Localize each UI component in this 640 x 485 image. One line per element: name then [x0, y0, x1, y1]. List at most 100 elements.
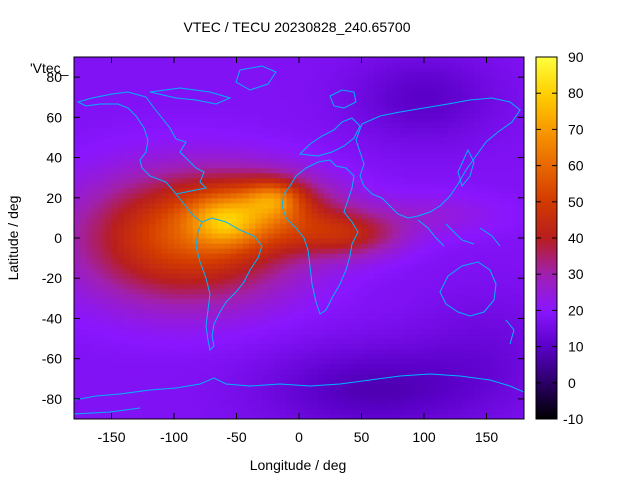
heatmap-cell	[330, 137, 337, 143]
heatmap-cell	[412, 404, 419, 410]
heatmap-cell	[330, 193, 337, 199]
heatmap-cell	[274, 323, 281, 329]
heatmap-cell	[293, 137, 300, 143]
heatmap-cell	[187, 82, 194, 88]
heatmap-cell	[162, 153, 169, 159]
heatmap-cell	[468, 102, 475, 108]
heatmap-cell	[449, 127, 456, 133]
heatmap-cell	[305, 203, 312, 209]
heatmap-cell	[237, 248, 244, 254]
heatmap-cell	[299, 173, 306, 179]
heatmap-cell	[380, 228, 387, 234]
heatmap-cell	[243, 354, 250, 360]
heatmap-cell	[312, 344, 319, 350]
heatmap-cell	[149, 329, 156, 335]
heatmap-cell	[199, 339, 206, 345]
heatmap-cell	[305, 178, 312, 184]
heatmap-cell	[312, 178, 319, 184]
heatmap-cell	[112, 97, 119, 103]
heatmap-cell	[199, 283, 206, 289]
heatmap-cell	[268, 349, 275, 355]
heatmap-cell	[505, 298, 512, 304]
heatmap-cell	[180, 379, 187, 385]
heatmap-cell	[312, 183, 319, 189]
heatmap-cell	[124, 404, 131, 410]
heatmap-cell	[449, 233, 456, 239]
heatmap-cell	[187, 364, 194, 370]
heatmap-cell	[455, 208, 462, 214]
heatmap-cell	[512, 268, 519, 274]
heatmap-cell	[430, 132, 437, 138]
heatmap-cell	[224, 137, 231, 143]
heatmap-cell	[243, 122, 250, 128]
heatmap-cell	[149, 142, 156, 148]
heatmap-cell	[180, 409, 187, 415]
heatmap-cell	[299, 97, 306, 103]
heatmap-cell	[262, 72, 269, 78]
heatmap-cell	[168, 223, 175, 229]
heatmap-cell	[162, 318, 169, 324]
heatmap-cell	[187, 142, 194, 148]
heatmap-cell	[293, 404, 300, 410]
heatmap-cell	[474, 288, 481, 294]
heatmap-cell	[187, 168, 194, 174]
heatmap-cell	[87, 364, 94, 370]
heatmap-cell	[487, 344, 494, 350]
heatmap-cell	[274, 223, 281, 229]
heatmap-cell	[312, 369, 319, 375]
heatmap-cell	[212, 323, 219, 329]
heatmap-cell	[305, 127, 312, 133]
heatmap-cell	[218, 298, 225, 304]
heatmap-cell	[262, 344, 269, 350]
heatmap-cell	[474, 208, 481, 214]
heatmap-cell	[399, 228, 406, 234]
heatmap-cell	[280, 233, 287, 239]
heatmap-cell	[349, 268, 356, 274]
heatmap-cell	[412, 258, 419, 264]
heatmap-cell	[380, 384, 387, 390]
heatmap-cell	[112, 127, 119, 133]
heatmap-cell	[387, 258, 394, 264]
heatmap-cell	[287, 137, 294, 143]
heatmap-cell	[174, 374, 181, 380]
heatmap-cell	[93, 329, 100, 335]
heatmap-cell	[374, 82, 381, 88]
heatmap-cell	[443, 153, 450, 159]
heatmap-cell	[293, 283, 300, 289]
heatmap-cell	[312, 208, 319, 214]
heatmap-cell	[87, 173, 94, 179]
heatmap-cell	[199, 359, 206, 365]
heatmap-cell	[499, 409, 506, 415]
heatmap-cell	[424, 92, 431, 98]
heatmap-cell	[137, 318, 144, 324]
heatmap-cell	[268, 308, 275, 314]
heatmap-cell	[262, 323, 269, 329]
heatmap-cell	[512, 359, 519, 365]
heatmap-cell	[468, 193, 475, 199]
heatmap-cell	[162, 379, 169, 385]
heatmap-cell	[80, 183, 87, 189]
heatmap-cell	[99, 122, 106, 128]
heatmap-cell	[343, 218, 350, 224]
heatmap-cell	[324, 334, 331, 340]
heatmap-cell	[299, 142, 306, 148]
heatmap-cell	[330, 268, 337, 274]
heatmap-cell	[262, 168, 269, 174]
heatmap-cell	[474, 404, 481, 410]
heatmap-cell	[468, 218, 475, 224]
heatmap-cell	[318, 243, 325, 249]
heatmap-cell	[199, 153, 206, 159]
heatmap-cell	[399, 374, 406, 380]
heatmap-cell	[174, 223, 181, 229]
heatmap-cell	[455, 354, 462, 360]
heatmap-cell	[199, 193, 206, 199]
heatmap-cell	[149, 298, 156, 304]
heatmap-cell	[124, 268, 131, 274]
heatmap-cell	[74, 389, 81, 395]
heatmap-cell	[330, 349, 337, 355]
heatmap-cell	[112, 158, 119, 164]
heatmap-cell	[249, 183, 256, 189]
heatmap-cell	[243, 218, 250, 224]
heatmap-cell	[418, 354, 425, 360]
heatmap-cell	[130, 303, 137, 309]
